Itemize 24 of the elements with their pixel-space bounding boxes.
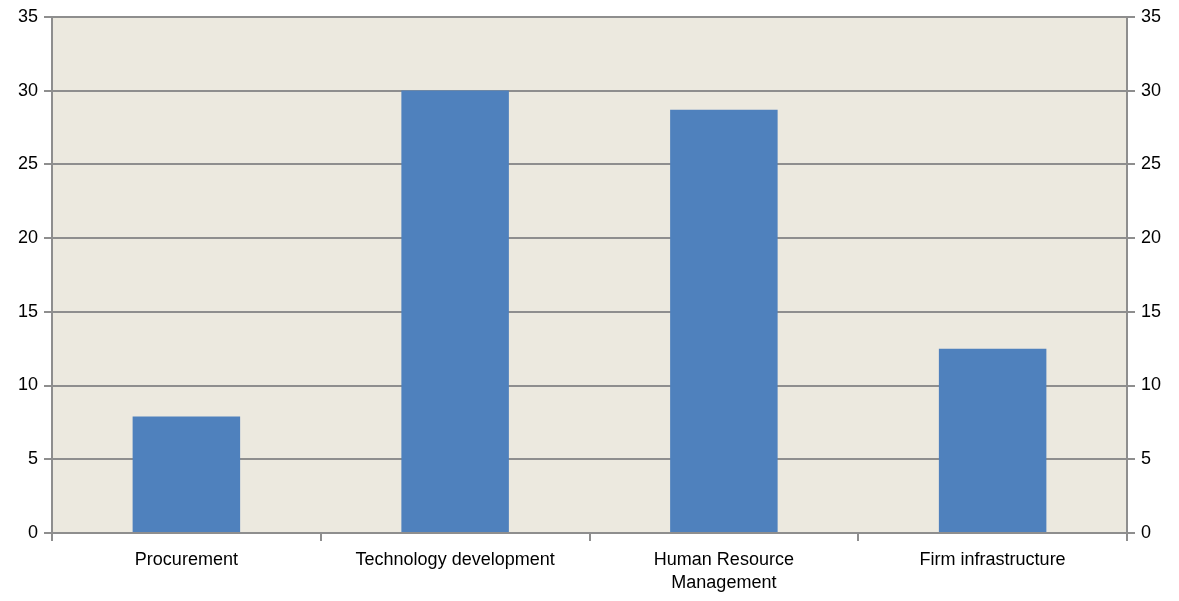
- bar: [670, 109, 778, 532]
- y-tick-label: 15: [17, 300, 38, 321]
- y-tick-label: 25: [17, 153, 38, 174]
- y2-tick-label: 35: [1141, 5, 1162, 26]
- y2-tick-label: 15: [1141, 300, 1162, 321]
- bar: [132, 416, 241, 532]
- x-tick-label: Technology development: [355, 549, 555, 570]
- x-tick-label: Procurement: [134, 549, 238, 570]
- y-tick-label: 35: [17, 5, 38, 26]
- y2-tick-label: 0: [1141, 521, 1152, 542]
- y-tick-label: 20: [17, 227, 38, 247]
- bar: [938, 348, 1047, 532]
- y-tick-label: 10: [17, 374, 38, 395]
- bar: [401, 90, 509, 532]
- y-tick-label: 0: [27, 521, 38, 542]
- y2-tick-label: 20: [1141, 227, 1162, 247]
- y-tick-label: 30: [17, 79, 38, 100]
- y2-tick-label: 10: [1141, 374, 1162, 395]
- y-tick-label: 5: [27, 448, 38, 469]
- x-tick-label: Human Resource Management: [653, 549, 794, 592]
- y2-tick-label: 30: [1141, 79, 1162, 100]
- x-tick-label: Firm infrastructure: [919, 549, 1066, 570]
- y2-tick-label: 25: [1141, 153, 1162, 174]
- y2-tick-label: 5: [1141, 448, 1152, 469]
